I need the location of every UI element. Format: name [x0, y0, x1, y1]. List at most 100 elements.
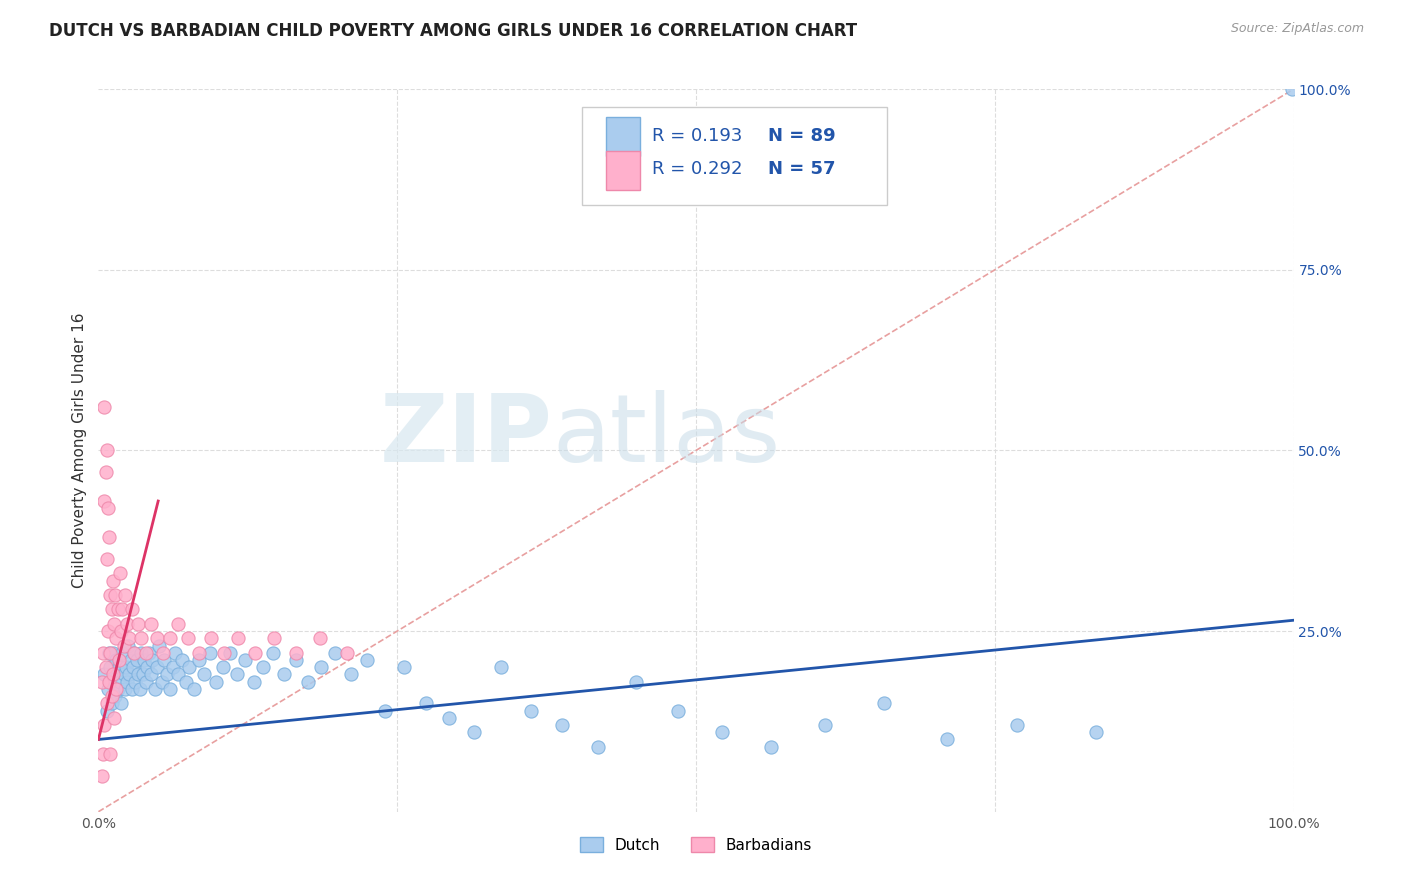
Point [91, 674, 114, 689]
Point [131, 632, 153, 646]
Point [127, 667, 149, 681]
Point [121, 681, 143, 696]
Point [114, 681, 136, 696]
FancyBboxPatch shape [606, 151, 640, 190]
Point [100, 696, 122, 710]
Point [111, 646, 134, 660]
Point [163, 646, 186, 660]
Text: R = 0.292: R = 0.292 [652, 161, 742, 178]
Point [108, 566, 131, 581]
Point [252, 660, 274, 674]
FancyBboxPatch shape [606, 117, 640, 156]
Point [336, 646, 359, 660]
Point [98, 530, 121, 544]
Point [141, 653, 163, 667]
Point [872, 696, 894, 710]
Point [437, 711, 460, 725]
Point [1281, 82, 1303, 96]
Text: Source: ZipAtlas.com: Source: ZipAtlas.com [1230, 22, 1364, 36]
Point [138, 646, 160, 660]
Point [96, 696, 118, 710]
Point [115, 616, 138, 631]
Point [118, 667, 141, 681]
Point [101, 574, 124, 588]
Point [105, 653, 128, 667]
Point [551, 718, 574, 732]
Point [110, 696, 132, 710]
Point [159, 632, 181, 646]
Point [100, 602, 122, 616]
Point [394, 660, 416, 674]
Point [146, 660, 169, 674]
Point [107, 660, 129, 674]
Point [159, 681, 181, 696]
Point [108, 674, 131, 689]
Point [219, 646, 242, 660]
Point [936, 732, 959, 747]
Point [127, 616, 149, 631]
Point [93, 667, 115, 681]
Point [101, 667, 124, 681]
Point [107, 681, 129, 696]
Point [107, 602, 129, 616]
Point [520, 704, 543, 718]
Point [155, 667, 177, 681]
Point [179, 660, 201, 674]
Point [110, 624, 132, 639]
Point [98, 646, 121, 660]
Point [761, 739, 783, 754]
Point [105, 632, 128, 646]
Point [1085, 725, 1108, 739]
Point [105, 681, 128, 696]
Y-axis label: Child Poverty Among Girls Under 16: Child Poverty Among Girls Under 16 [72, 313, 87, 588]
Point [193, 667, 215, 681]
Point [124, 646, 146, 660]
Point [91, 747, 114, 761]
Point [103, 711, 125, 725]
Point [121, 602, 143, 616]
Point [339, 667, 361, 681]
Point [98, 588, 122, 602]
Point [284, 653, 307, 667]
Point [98, 674, 121, 689]
Point [309, 660, 332, 674]
Point [101, 646, 124, 660]
Point [489, 660, 512, 674]
Point [131, 667, 153, 681]
Point [212, 646, 235, 660]
Point [131, 646, 153, 660]
Text: DUTCH VS BARBADIAN CHILD POVERTY AMONG GIRLS UNDER 16 CORRELATION CHART: DUTCH VS BARBADIAN CHILD POVERTY AMONG G… [49, 22, 858, 40]
Point [262, 646, 284, 660]
Point [98, 660, 122, 674]
Point [711, 725, 734, 739]
Point [117, 639, 139, 653]
Point [135, 646, 157, 660]
Point [153, 653, 176, 667]
Point [666, 704, 689, 718]
Point [91, 769, 114, 783]
Point [132, 653, 155, 667]
Point [122, 660, 145, 674]
Point [187, 653, 209, 667]
Point [97, 681, 120, 696]
Point [93, 400, 115, 414]
Point [308, 632, 330, 646]
Point [226, 667, 249, 681]
Point [204, 674, 226, 689]
Point [104, 588, 127, 602]
FancyBboxPatch shape [582, 107, 887, 205]
Point [284, 646, 307, 660]
Point [115, 660, 138, 674]
Text: ZIP: ZIP [380, 390, 553, 482]
Point [167, 616, 190, 631]
Point [98, 674, 122, 689]
Point [100, 689, 122, 703]
Point [97, 501, 120, 516]
Point [120, 653, 142, 667]
Legend: Dutch, Barbadians: Dutch, Barbadians [574, 830, 818, 859]
Point [626, 674, 648, 689]
Point [174, 674, 197, 689]
Point [112, 639, 135, 653]
Point [96, 443, 118, 458]
Point [356, 653, 378, 667]
